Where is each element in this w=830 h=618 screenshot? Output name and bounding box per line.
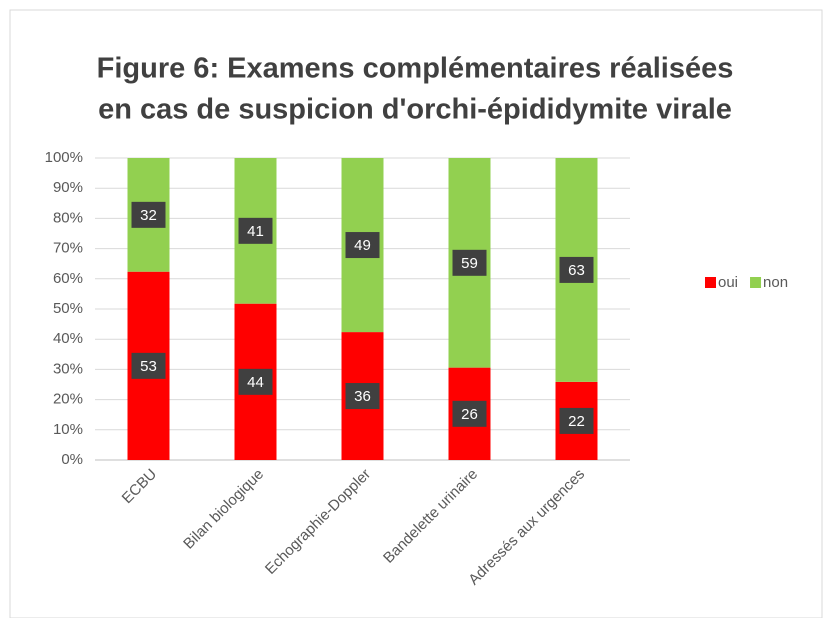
y-tick-label: 90% [53, 179, 83, 196]
legend-swatch [705, 277, 716, 288]
data-label: 49 [354, 237, 371, 254]
y-tick-label: 70% [53, 240, 83, 257]
legend-swatch [750, 277, 762, 288]
data-label: 44 [247, 374, 264, 391]
y-tick-label: 80% [53, 209, 83, 226]
y-tick-label: 40% [53, 330, 83, 347]
y-tick-label: 60% [53, 270, 83, 287]
y-tick-label: 0% [61, 451, 83, 468]
data-label: 36 [354, 388, 371, 405]
y-tick-label: 30% [53, 360, 83, 377]
data-label-box [559, 407, 594, 434]
chart-title: Figure 6: Examens complémentaires réalis… [97, 53, 734, 85]
data-label: 22 [568, 413, 585, 430]
data-label-box [131, 352, 166, 379]
legend-label: non [763, 274, 788, 291]
y-tick-label: 10% [53, 421, 83, 438]
data-label-box [559, 256, 594, 283]
data-label: 41 [247, 223, 264, 240]
data-label-box [238, 368, 273, 395]
y-tick-label: 100% [45, 149, 83, 166]
data-label-box [238, 217, 273, 244]
data-label: 53 [140, 358, 157, 375]
data-label-box [452, 249, 487, 276]
data-label: 63 [568, 262, 585, 279]
data-label: 59 [461, 255, 478, 272]
data-label-box [131, 201, 166, 228]
chart-title: en cas de suspicion d'orchi-épididymite … [98, 94, 732, 126]
data-label-box [345, 383, 380, 410]
data-label-box [452, 400, 487, 427]
legend-label: oui [718, 274, 738, 291]
data-label: 32 [140, 207, 157, 224]
data-label-box [345, 232, 380, 259]
data-label: 26 [461, 406, 478, 423]
y-tick-label: 20% [53, 391, 83, 408]
y-tick-label: 50% [53, 300, 83, 317]
